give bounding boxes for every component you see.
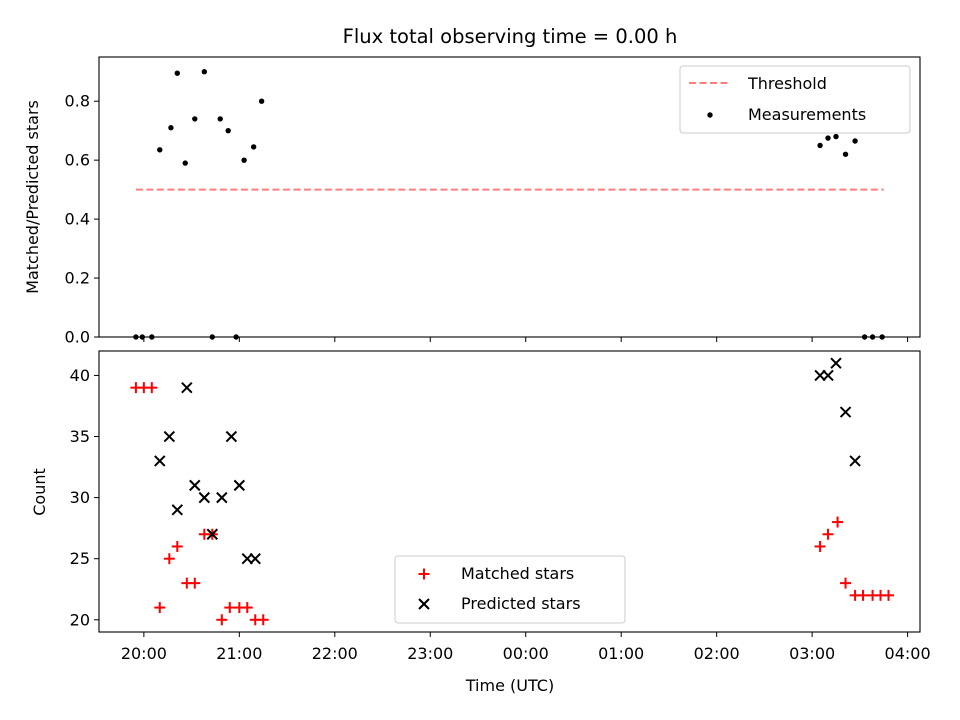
data-point — [217, 116, 223, 122]
legend-top: Threshold Measurements — [679, 65, 911, 134]
data-point — [233, 479, 246, 492]
data-point — [822, 369, 834, 382]
data-point — [225, 127, 231, 134]
data-point — [163, 553, 175, 565]
y-tick-label: 0.6 — [65, 151, 90, 170]
data-point — [181, 381, 193, 394]
y-tick-label: 20 — [70, 610, 90, 629]
data-point — [241, 157, 247, 163]
data-point — [233, 334, 239, 340]
data-point — [206, 528, 218, 540]
y-tick-label: 25 — [70, 549, 90, 568]
data-point — [258, 98, 265, 104]
data-point — [857, 589, 869, 601]
legend-threshold-label: Threshold — [747, 74, 827, 93]
data-point — [249, 552, 261, 565]
x-tick-label: 22:00 — [312, 644, 358, 663]
y-tick-label: 0.0 — [65, 328, 90, 347]
legend-predicted-label: Predicted stars — [461, 594, 581, 613]
x-tick-label: 23:00 — [407, 644, 453, 663]
data-point — [224, 602, 236, 614]
data-point — [146, 382, 158, 394]
data-point — [182, 160, 188, 166]
data-point — [171, 540, 183, 552]
x-tick-label: 20:00 — [121, 644, 167, 663]
data-point — [842, 151, 849, 157]
data-point — [216, 491, 228, 504]
bottom-axes: 20 25 30 35 40 20:00 21:00 22:00 23:00 00:00 01:00… — [70, 350, 931, 663]
plot-frame — [98, 56, 921, 338]
data-point — [241, 602, 253, 614]
data-point — [250, 144, 257, 150]
top-y-axis-label: Matched/Predicted stars — [23, 100, 42, 294]
data-point — [174, 70, 180, 76]
data-point — [189, 479, 201, 492]
data-point — [879, 334, 885, 340]
data-point — [198, 491, 211, 504]
series-predicted-stars — [154, 357, 861, 565]
x-tick-label: 21:00 — [216, 644, 262, 663]
data-point — [882, 589, 894, 601]
data-point — [852, 138, 858, 144]
data-point — [833, 133, 839, 140]
data-point — [168, 125, 174, 131]
data-point — [814, 540, 826, 552]
legend-frame — [394, 555, 626, 624]
legend-matched-swatch — [418, 568, 430, 580]
y-tick-label: 0.8 — [65, 92, 90, 111]
data-point — [201, 69, 208, 75]
data-point — [192, 116, 198, 122]
x-tick-label: 04:00 — [885, 644, 931, 663]
plot-frame — [98, 350, 921, 633]
data-point — [257, 614, 269, 626]
top-axes: 0.0 0.2 0.4 0.6 0.8 Threshold Measurements — [65, 56, 921, 347]
y-tick-label: 30 — [70, 488, 90, 507]
data-point — [869, 334, 876, 340]
legend-predicted-swatch — [418, 598, 430, 610]
y-tick-label: 35 — [70, 427, 90, 446]
x-tick-label: 02:00 — [694, 644, 740, 663]
legend-bottom: Matched stars Predicted stars — [394, 555, 626, 624]
data-point — [849, 455, 861, 467]
data-point — [189, 577, 201, 589]
legend-matched-label: Matched stars — [461, 564, 574, 583]
data-point — [139, 334, 145, 340]
data-point — [832, 516, 844, 528]
legend-measurements-swatch — [707, 112, 713, 118]
y-tick-label: 0.2 — [65, 269, 90, 288]
data-point — [216, 614, 228, 626]
data-point — [861, 334, 868, 340]
data-point — [154, 455, 166, 467]
data-point — [817, 142, 823, 149]
y-tick-label: 40 — [70, 366, 90, 385]
data-point — [825, 135, 831, 141]
x-tick-label: 00:00 — [503, 644, 549, 663]
data-point — [209, 334, 215, 340]
x-tick-label: 03:00 — [789, 644, 835, 663]
chart-title: Flux total observing time = 0.00 h — [343, 25, 678, 48]
x-axis-label: Time (UTC) — [465, 676, 554, 695]
data-point — [133, 334, 139, 340]
bottom-y-axis-label: Count — [30, 468, 49, 516]
data-point — [149, 334, 155, 340]
data-point — [840, 577, 852, 589]
data-point — [225, 430, 238, 443]
legend-measurements-label: Measurements — [748, 105, 866, 124]
x-tick-label: 01:00 — [598, 644, 644, 663]
data-point — [830, 357, 842, 369]
data-point — [822, 528, 834, 540]
data-point — [839, 406, 852, 418]
data-point — [171, 504, 183, 516]
legend-frame — [679, 65, 911, 134]
series-measurements — [133, 69, 885, 340]
data-point — [157, 147, 163, 153]
data-point — [154, 602, 166, 614]
y-tick-label: 0.4 — [65, 210, 90, 229]
data-point — [163, 430, 176, 443]
